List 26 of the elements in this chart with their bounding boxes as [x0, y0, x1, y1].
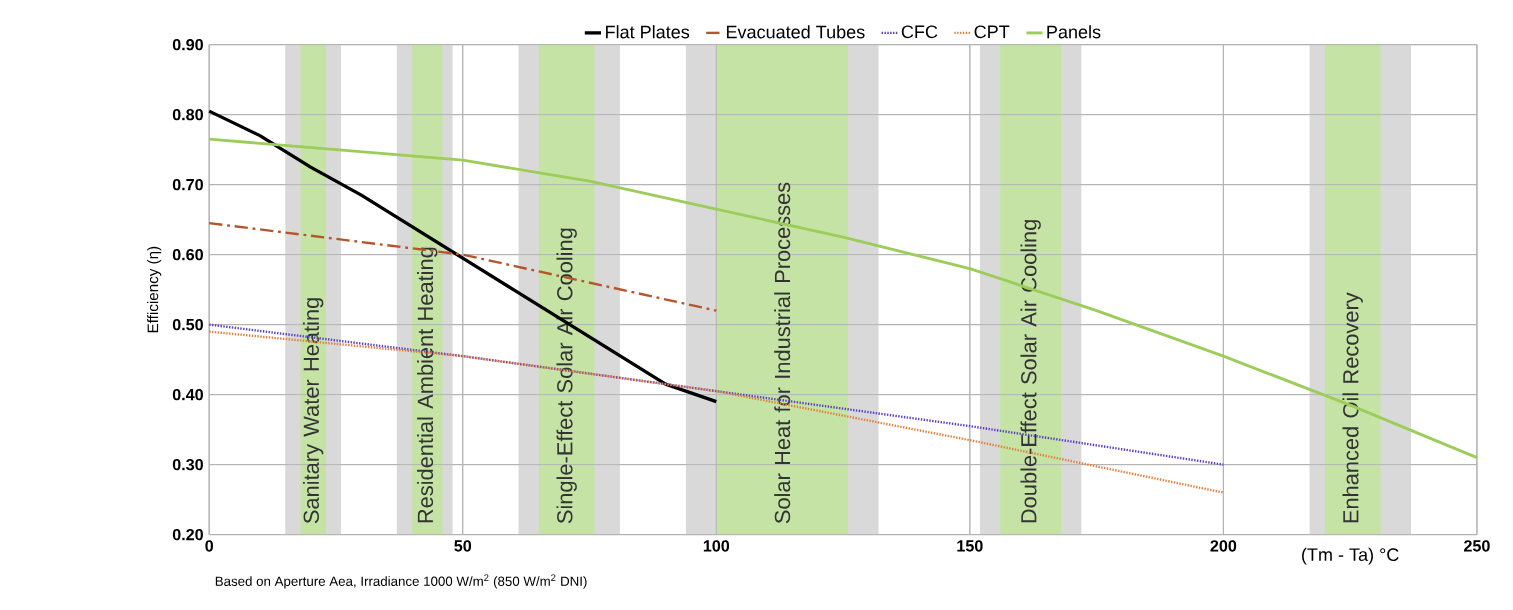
y-axis-title: Efficiency (η): [147, 247, 162, 333]
text: Based on Aperture Aea, Irradiance 1000 W/m$^{2}$ (850 W/m$^{2}$ DNI): [215, 574, 587, 589]
legend-label: Flat Plates: [606, 25, 690, 39]
y-tick-label: 0.60: [172, 249, 203, 261]
x-tick-label: 50: [454, 540, 472, 552]
legend-label: Panels: [1047, 25, 1101, 39]
band-label: Solar Heat for Industrial Processes: [774, 182, 791, 524]
y-tick-label: 0.20: [172, 529, 203, 541]
band-label: Double-Effect Solar Air Cooling: [1020, 220, 1041, 523]
y-tick-label: 0.90: [172, 39, 203, 51]
legend-label: CFC: [901, 25, 938, 39]
x-tick-label: 200: [1210, 540, 1237, 552]
x-tick-label: 250: [1464, 540, 1490, 552]
band-label: Residential Ambient Heating: [417, 247, 438, 523]
y-tick-label: 0.30: [172, 459, 203, 471]
legend-label: Evacuated Tubes: [726, 25, 865, 39]
y-tick-label: 0.50: [172, 319, 203, 331]
x-axis-title: (Tm - Ta) °C: [1302, 547, 1399, 565]
y-tick-label: 0.40: [172, 389, 203, 401]
y-tick-label: 0.80: [172, 109, 203, 121]
x-tick-label: 0: [205, 540, 214, 552]
x-tick-label: 100: [703, 540, 730, 552]
x-tick-label: 150: [957, 540, 983, 552]
band-label: Sanitary Water Heating: [302, 298, 324, 524]
legend-label: CPT: [974, 25, 1010, 39]
y-tick-label: 0.70: [172, 179, 203, 191]
